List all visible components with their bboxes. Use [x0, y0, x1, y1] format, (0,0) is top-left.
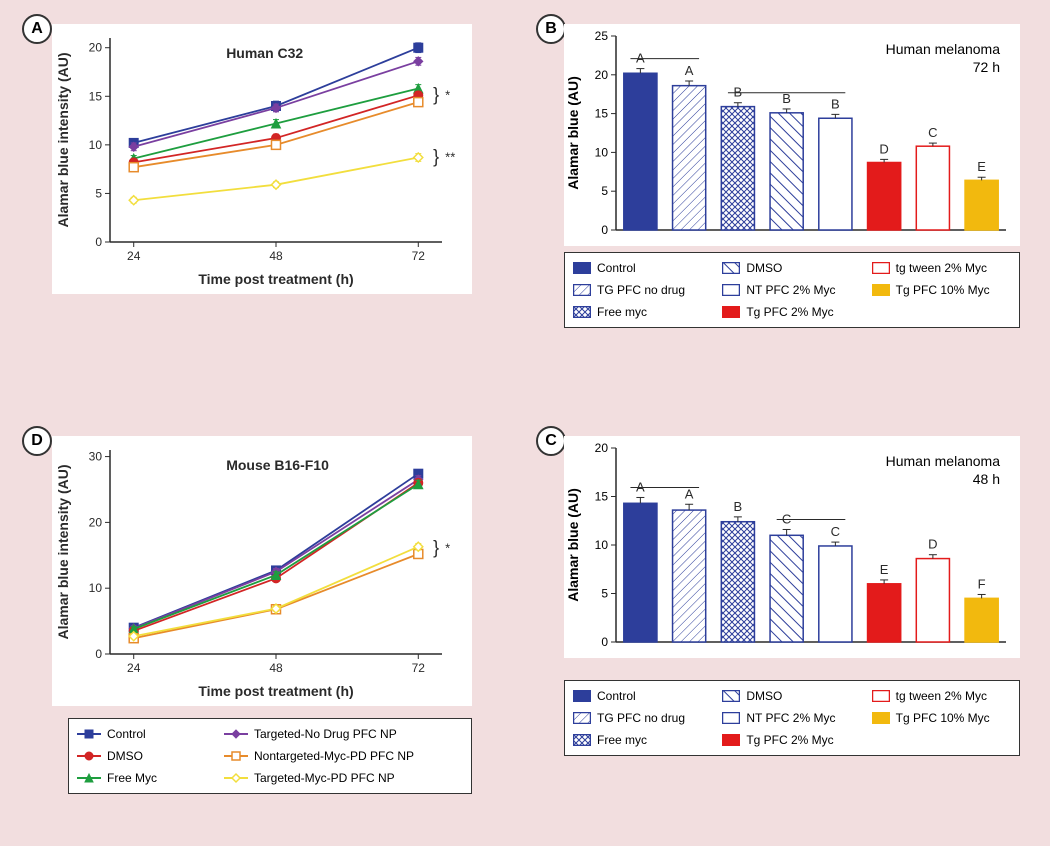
- legend-item: TG PFC no drug: [573, 283, 712, 297]
- panel-d: 0 10 20 30 24 48 72} * Alamar blue intensity (AU…: [52, 436, 472, 706]
- panel-b: 0510152025AABBBDCEAlamar blue (AU)Human …: [564, 24, 1020, 246]
- legend-item: Targeted-Myc-PD PFC NP: [224, 771, 463, 785]
- svg-text:10: 10: [89, 138, 103, 152]
- svg-text:Human melanoma: Human melanoma: [886, 453, 1001, 469]
- legend-item: Nontargeted-Myc-PD PFC NP: [224, 749, 463, 763]
- svg-text:10: 10: [595, 145, 609, 159]
- svg-text:E: E: [880, 562, 889, 577]
- svg-text:A: A: [685, 63, 694, 78]
- svg-text:0: 0: [95, 235, 102, 249]
- svg-text:72: 72: [412, 249, 426, 263]
- svg-text:C: C: [928, 125, 937, 140]
- legend-item: DMSO: [77, 749, 206, 763]
- legend-item: Control: [573, 261, 712, 275]
- svg-text:15: 15: [89, 89, 103, 103]
- svg-text:Human melanoma: Human melanoma: [886, 41, 1001, 57]
- svg-text:48 h: 48 h: [973, 471, 1000, 487]
- svg-text:24: 24: [127, 661, 141, 675]
- legend-item: DMSO: [722, 689, 861, 703]
- svg-text:}: }: [433, 146, 439, 166]
- panel-a: 0 5 10 15 20 24 48 72} *} ** Alamar blue intensity…: [52, 24, 472, 294]
- svg-text:5: 5: [601, 587, 608, 601]
- panel-c-label: C: [536, 426, 566, 456]
- legend-item: Tg PFC 2% Myc: [722, 733, 861, 747]
- svg-text:D: D: [879, 141, 888, 156]
- svg-text:E: E: [977, 159, 986, 174]
- svg-text:Human C32: Human C32: [226, 45, 303, 61]
- bar-legend-c: Control DMSO tg tween 2% Myc TG PFC no drug…: [564, 680, 1020, 756]
- legend-item: Free myc: [573, 305, 712, 319]
- legend-item: Tg PFC 2% Myc: [722, 305, 861, 319]
- svg-text:20: 20: [595, 441, 609, 455]
- svg-text:Alamar blue (AU): Alamar blue (AU): [565, 488, 581, 602]
- svg-text:10: 10: [89, 581, 103, 595]
- panel-a-label: A: [22, 14, 52, 44]
- legend-item: NT PFC 2% Myc: [722, 283, 861, 297]
- legend-item: [872, 733, 1011, 747]
- svg-text:48: 48: [269, 661, 283, 675]
- svg-text:0: 0: [601, 635, 608, 649]
- svg-text:C: C: [831, 524, 840, 539]
- legend-item: Tg PFC 10% Myc: [872, 283, 1011, 297]
- svg-text:}: }: [433, 84, 439, 104]
- legend-item: Tg PFC 10% Myc: [872, 711, 1011, 725]
- svg-text:24: 24: [127, 249, 141, 263]
- svg-text:20: 20: [89, 515, 103, 529]
- svg-text:72: 72: [412, 661, 426, 675]
- line-chart-legend: Control Targeted-No Drug PFC NP DMSO Nontar…: [68, 718, 472, 794]
- svg-text:0: 0: [95, 647, 102, 661]
- svg-text:Time post treatment (h): Time post treatment (h): [198, 683, 353, 699]
- svg-text:72 h: 72 h: [973, 59, 1000, 75]
- legend-item: Free myc: [573, 733, 712, 747]
- legend-item: TG PFC no drug: [573, 711, 712, 725]
- legend-item: Control: [77, 727, 206, 741]
- svg-text:25: 25: [595, 29, 609, 43]
- svg-text:0: 0: [601, 223, 608, 237]
- legend-item: DMSO: [722, 261, 861, 275]
- svg-text:**: **: [445, 149, 455, 164]
- svg-text:Time post treatment (h): Time post treatment (h): [198, 271, 353, 287]
- svg-text:*: *: [445, 541, 450, 556]
- svg-text:A: A: [685, 486, 694, 501]
- legend-item: NT PFC 2% Myc: [722, 711, 861, 725]
- panel-c: 05101520AABCCEDFAlamar blue (AU)Human me…: [564, 436, 1020, 658]
- svg-text:30: 30: [89, 450, 103, 464]
- svg-text:*: *: [445, 87, 450, 102]
- svg-text:A: A: [636, 51, 645, 66]
- figure-container: A 0 5 10 15 20 24 48 72} *} ** Alamar blue intensi…: [0, 0, 1050, 846]
- svg-text:15: 15: [595, 490, 609, 504]
- legend-item: Targeted-No Drug PFC NP: [224, 727, 463, 741]
- legend-item: tg tween 2% Myc: [872, 261, 1011, 275]
- svg-text:20: 20: [89, 41, 103, 55]
- legend-item: [872, 305, 1011, 319]
- bar-legend-b: Control DMSO tg tween 2% Myc TG PFC no drug…: [564, 252, 1020, 328]
- legend-item: Control: [573, 689, 712, 703]
- svg-text:10: 10: [595, 538, 609, 552]
- svg-text:Alamar blue (AU): Alamar blue (AU): [565, 76, 581, 190]
- svg-text:Alamar blue intensity (AU): Alamar blue intensity (AU): [55, 464, 71, 639]
- svg-text:Mouse B16-F10: Mouse B16-F10: [226, 457, 329, 473]
- svg-text:15: 15: [595, 107, 609, 121]
- svg-text:B: B: [734, 499, 743, 514]
- legend-item: tg tween 2% Myc: [872, 689, 1011, 703]
- svg-text:5: 5: [601, 184, 608, 198]
- svg-text:20: 20: [595, 68, 609, 82]
- panel-d-label: D: [22, 426, 52, 456]
- svg-text:48: 48: [269, 249, 283, 263]
- svg-text:B: B: [831, 96, 840, 111]
- svg-text:}: }: [433, 538, 439, 558]
- svg-text:D: D: [928, 537, 937, 552]
- legend-item: Free Myc: [77, 771, 206, 785]
- svg-text:5: 5: [95, 186, 102, 200]
- panel-b-label: B: [536, 14, 566, 44]
- svg-text:Alamar blue intensity (AU): Alamar blue intensity (AU): [55, 52, 71, 227]
- svg-text:C: C: [782, 511, 791, 526]
- svg-text:F: F: [978, 576, 986, 591]
